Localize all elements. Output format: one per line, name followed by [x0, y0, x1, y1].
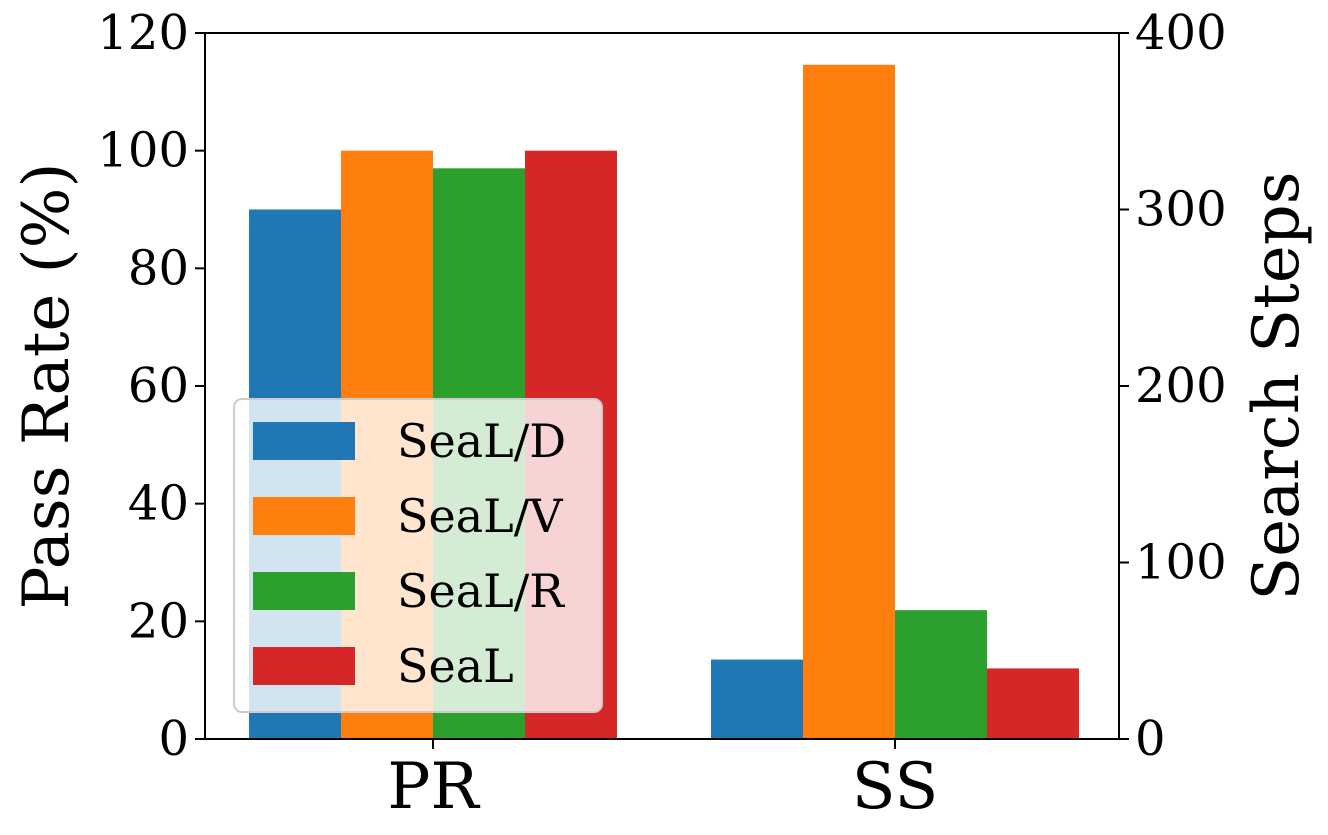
x-tick-label: PR: [387, 750, 480, 824]
bar-seal-d-ss: [711, 659, 803, 739]
right-tick-label: 200: [1135, 358, 1227, 414]
right-axis: 0 100 200 300 400: [1119, 5, 1227, 767]
x-tick-label: SS: [852, 750, 939, 824]
legend-swatch: [253, 572, 355, 610]
legend-label: SeaL: [397, 639, 514, 693]
left-axis: 0 20 40 60 80 100 120: [97, 5, 205, 767]
left-tick-label: 120: [97, 5, 189, 61]
right-tick-label: 300: [1135, 182, 1227, 238]
left-tick-label: 100: [97, 123, 189, 179]
left-tick-label: 60: [128, 358, 189, 414]
legend-label: SeaL/R: [397, 564, 565, 618]
bar-seal-r-ss: [895, 610, 987, 739]
legend-label: SeaL/D: [397, 414, 566, 468]
right-tick-label: 400: [1135, 5, 1227, 61]
bar-seal-ss: [987, 668, 1079, 739]
left-tick-label: 40: [128, 476, 189, 532]
legend: SeaL/D SeaL/V SeaL/R SeaL: [233, 398, 603, 713]
left-tick-label: 80: [128, 240, 189, 296]
legend-box: [233, 398, 603, 713]
left-axis-title: Pass Rate (%): [10, 163, 84, 610]
legend-swatch: [253, 422, 355, 460]
x-axis: PR SS: [387, 739, 938, 824]
legend-swatch: [253, 647, 355, 685]
left-tick-label: 20: [128, 593, 189, 649]
left-tick-label: 0: [158, 711, 189, 767]
right-tick-label: 100: [1135, 535, 1227, 591]
right-axis-title: Search Steps: [1240, 171, 1314, 600]
legend-swatch: [253, 497, 355, 535]
bar-seal-v-ss: [803, 64, 895, 739]
right-tick-label: 0: [1135, 711, 1166, 767]
legend-label: SeaL/V: [397, 489, 563, 543]
